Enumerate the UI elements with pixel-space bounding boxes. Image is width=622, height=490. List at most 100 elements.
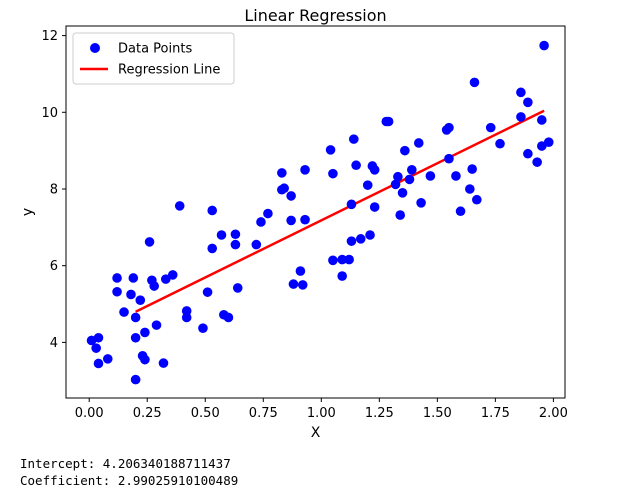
data-point <box>467 164 477 174</box>
chart-title: Linear Regression <box>244 6 386 25</box>
legend-label-regression-line: Regression Line <box>118 63 220 78</box>
data-point <box>365 230 375 240</box>
data-point <box>93 358 104 369</box>
data-point <box>395 210 406 220</box>
data-point <box>251 239 262 250</box>
data-point <box>130 374 141 385</box>
plot-frame <box>65 25 566 399</box>
x-tick-label: 1.50 <box>423 406 452 421</box>
data-point <box>472 194 482 205</box>
x-axis-label: X <box>311 425 321 441</box>
data-point <box>181 312 192 323</box>
data-point <box>130 312 141 323</box>
data-point <box>202 287 213 297</box>
x-tick-label: 0.00 <box>75 406 104 421</box>
data-point <box>539 40 549 51</box>
data-point <box>369 165 380 175</box>
legend-label-data-points: Data Points <box>118 42 192 57</box>
data-point <box>277 168 287 178</box>
data-point <box>351 160 361 171</box>
data-point <box>256 217 266 227</box>
data-point <box>404 174 415 185</box>
data-point <box>495 138 505 149</box>
data-point <box>300 165 310 175</box>
data-point <box>536 115 547 125</box>
data-point <box>151 320 162 330</box>
chart-figure: Linear Regression 0.00 0.25 0.50 0.75 1.00 1.… <box>20 6 568 441</box>
data-point <box>390 179 401 190</box>
data-point <box>300 214 310 225</box>
data-point <box>230 239 241 250</box>
data-point <box>130 332 141 343</box>
data-point <box>93 332 104 343</box>
data-point <box>416 197 426 208</box>
data-point <box>230 229 241 240</box>
data-point <box>216 230 227 240</box>
data-point <box>288 279 299 289</box>
intercept-output: Intercept: 4.206340188711437 <box>20 456 231 471</box>
data-point <box>140 327 150 338</box>
data-point <box>337 271 347 281</box>
data-point <box>400 145 410 156</box>
data-point <box>355 234 366 244</box>
data-point <box>346 199 357 210</box>
data-point <box>516 87 526 98</box>
data-point <box>135 295 146 306</box>
data-point <box>263 208 273 219</box>
y-tick-label: 8 <box>50 182 58 197</box>
data-point <box>140 354 150 365</box>
data-point <box>348 134 359 144</box>
y-tick-label: 10 <box>41 106 58 121</box>
data-point <box>198 323 208 334</box>
data-point <box>174 201 185 211</box>
x-tick-label: 1.00 <box>307 406 336 421</box>
data-point <box>297 280 308 290</box>
data-point <box>465 184 475 194</box>
y-tick-label: 4 <box>50 336 58 351</box>
data-point <box>102 354 113 364</box>
data-point <box>232 283 243 293</box>
data-point <box>91 343 101 353</box>
data-point <box>337 254 347 265</box>
legend-frame <box>72 32 235 85</box>
x-tick-label: 0.50 <box>191 406 220 421</box>
data-point <box>543 137 554 148</box>
data-point <box>128 273 139 283</box>
data-point <box>161 274 171 284</box>
data-point <box>393 171 403 182</box>
x-tick-label: 1.25 <box>365 406 394 421</box>
data-point <box>516 112 526 122</box>
data-point <box>444 122 454 133</box>
data-point <box>112 286 122 297</box>
legend-marker-data-points <box>90 43 100 53</box>
data-point <box>149 281 159 291</box>
data-point <box>328 168 338 179</box>
data-point <box>286 215 296 226</box>
data-point <box>112 273 122 283</box>
data-point <box>223 312 234 323</box>
data-point <box>413 138 424 148</box>
regression-line <box>135 109 545 313</box>
data-point <box>425 171 436 181</box>
y-tick-label: 12 <box>41 29 58 44</box>
y-axis-label: y <box>20 208 36 216</box>
data-point <box>286 191 296 201</box>
regression-line-layer <box>135 109 545 313</box>
data-point <box>346 236 357 246</box>
coefficient-output: Coefficient: 2.99025910100489 <box>20 473 239 488</box>
data-point <box>444 153 454 164</box>
data-point <box>369 202 380 212</box>
x-tick-label: 0.75 <box>249 406 278 421</box>
data-point <box>207 205 218 216</box>
x-tick-label: 2.00 <box>539 406 568 421</box>
data-point <box>469 77 480 88</box>
data-point <box>119 307 129 317</box>
data-point <box>344 254 354 265</box>
data-point <box>523 97 533 108</box>
legend: Data Points Regression Line <box>72 32 235 85</box>
data-point <box>362 180 373 190</box>
data-point <box>397 188 408 198</box>
data-point <box>295 266 306 276</box>
plot-area <box>66 26 565 398</box>
data-point <box>485 122 496 133</box>
